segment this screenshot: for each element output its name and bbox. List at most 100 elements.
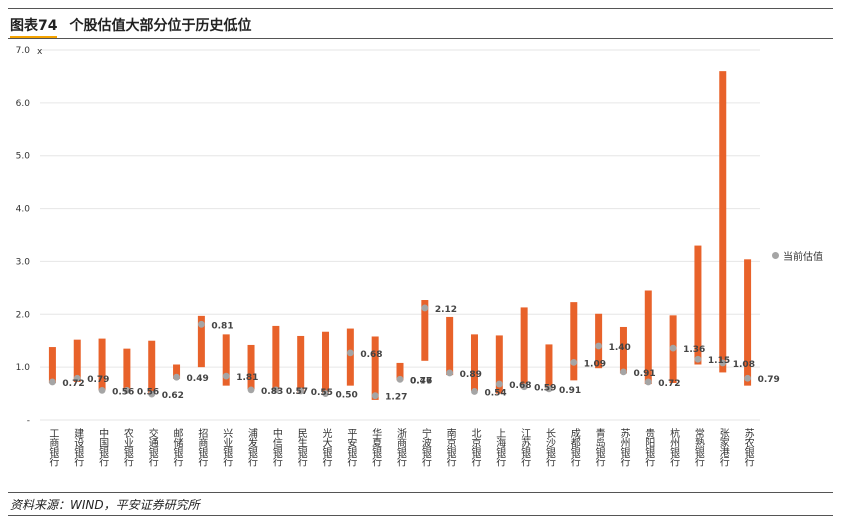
current-point: [694, 355, 702, 363]
current-point: [446, 369, 454, 377]
category-label: 上海银行: [494, 428, 506, 468]
category-label: 成都银行: [568, 428, 580, 468]
category-label: 交通银行: [146, 427, 158, 468]
value-label: 0.79: [87, 375, 109, 385]
value-label: 0.79: [758, 375, 780, 385]
value-label: 2.12: [435, 305, 457, 315]
current-point: [247, 386, 255, 394]
value-label: 0.91: [633, 369, 655, 379]
category-label: 工商银行: [47, 428, 59, 467]
current-point: [148, 390, 156, 398]
current-point: [421, 304, 429, 312]
category-label: 建设银行: [72, 427, 84, 468]
category-label: 兴业银行: [221, 428, 233, 468]
value-label: 0.72: [62, 379, 84, 389]
y-tick-label: 2.0: [16, 310, 31, 320]
current-point: [719, 359, 727, 367]
figure-caption: 个股估值大部分位于历史低位: [69, 18, 252, 34]
category-label: 中国银行: [97, 427, 109, 468]
category-label: 中信银行: [270, 427, 282, 468]
category-label: 浦发银行: [246, 427, 258, 468]
value-label: 0.46: [410, 376, 432, 386]
category-label: 南京银行: [444, 427, 456, 468]
category-label: 江苏银行: [519, 428, 531, 468]
range-bar: [495, 335, 503, 394]
range-bar: [297, 335, 305, 393]
category-label: 苏州银行: [618, 427, 630, 468]
current-point: [471, 388, 478, 395]
value-label: 1.81: [236, 373, 258, 383]
range-bar: [148, 340, 156, 394]
current-point: [371, 392, 379, 400]
value-label: 0.72: [658, 379, 680, 389]
value-label: 1.08: [733, 360, 755, 370]
category-label: 邮储银行: [171, 427, 183, 468]
current-point: [346, 349, 354, 357]
y-tick-label: 4.0: [16, 205, 31, 215]
range-bar: [545, 344, 553, 390]
y-tick-label: 3.0: [16, 257, 31, 267]
current-point: [197, 320, 205, 328]
top-rule: [8, 8, 833, 9]
current-point: [98, 387, 106, 394]
current-point: [545, 385, 553, 393]
current-point: [620, 368, 627, 376]
range-bar: [98, 338, 106, 391]
range-bar: [48, 347, 56, 383]
range-bar: [744, 259, 752, 386]
current-point: [222, 372, 230, 380]
current-point: [322, 390, 329, 397]
category-label: 长沙银行: [543, 428, 555, 468]
category-label: 浙商银行: [395, 428, 407, 468]
y-tick-label: 7.0: [16, 46, 31, 56]
category-label: 农业银行: [121, 427, 133, 468]
value-label: 0.68: [509, 381, 531, 391]
valuation-range-chart: - 1.0 2.0 3.0 4.0 5.0 6.0 7.0 x 工商银行 建设银行 中国银行 农业银行 交…: [16, 46, 780, 468]
category-label: 青岛银行: [593, 427, 605, 468]
current-point: [73, 374, 81, 382]
current-point: [570, 358, 578, 366]
figure-title: 图表74 个股估值大部分位于历史低位: [10, 14, 252, 38]
legend-marker: [772, 252, 779, 259]
category-label: 北京银行: [469, 428, 481, 468]
value-label: 1.27: [385, 393, 407, 403]
current-point: [669, 344, 677, 352]
range-bar: [73, 339, 81, 382]
category-label: 常熟银行: [692, 427, 704, 468]
current-point: [495, 380, 503, 388]
bottom-rule-lower: [8, 515, 833, 516]
category-label: 招商银行: [196, 427, 208, 468]
category-label: 华夏银行: [370, 427, 382, 468]
range-bar: [173, 364, 181, 379]
category-label: 杭州银行: [668, 427, 680, 468]
value-label: 0.89: [460, 370, 482, 380]
value-label: 0.55: [311, 388, 333, 398]
value-label: 0.54: [484, 388, 506, 398]
range-bar: [644, 290, 652, 385]
value-label: 1.36: [683, 345, 705, 355]
range-bar: [470, 334, 478, 391]
range-bar: [520, 307, 528, 389]
value-label: 0.81: [211, 321, 233, 331]
range-bar: [595, 313, 603, 369]
current-point: [272, 386, 280, 394]
range-bar: [694, 245, 702, 365]
value-label: 0.56: [112, 387, 134, 397]
category-label: 张家港行: [717, 428, 729, 468]
value-label: 0.56: [137, 387, 159, 397]
value-label: 0.57: [286, 387, 308, 397]
y-tick-label: -: [27, 416, 30, 426]
legend-label: 当前估值: [783, 252, 823, 263]
category-label: 宁波银行: [419, 427, 431, 468]
value-label: 0.49: [187, 374, 209, 384]
y-unit-label: x: [37, 47, 43, 57]
range-bar: [123, 348, 131, 391]
category-label: 光大银行: [320, 427, 332, 468]
current-point: [396, 375, 404, 383]
value-label: 0.59: [534, 384, 556, 394]
current-point: [123, 387, 131, 394]
value-label: 0.62: [162, 391, 184, 401]
value-label: 1.15: [708, 356, 730, 366]
current-point: [644, 378, 652, 386]
range-bar: [247, 344, 255, 390]
